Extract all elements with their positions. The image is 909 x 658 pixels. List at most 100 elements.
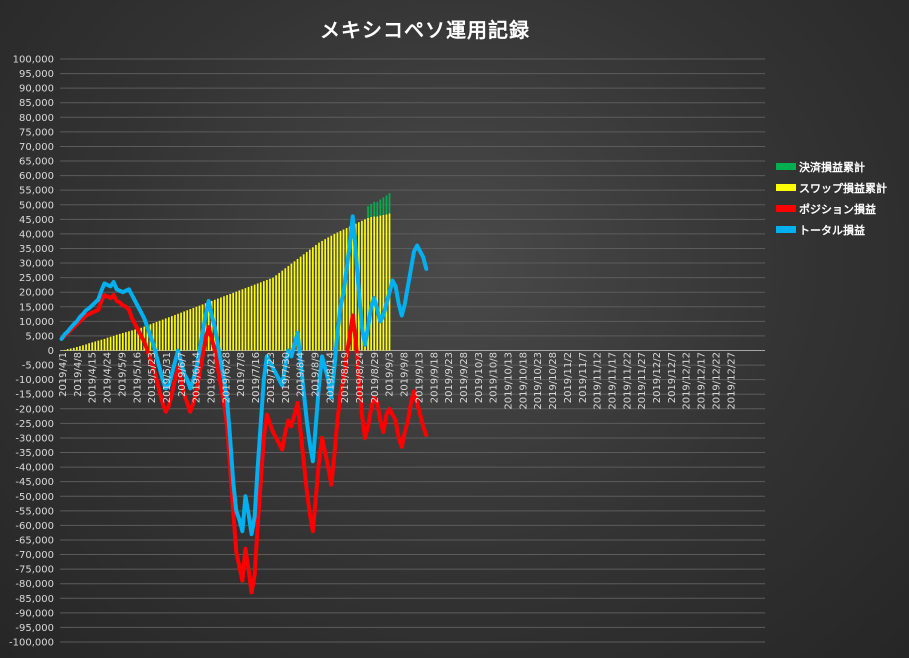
- y-tick-label: -15,000: [15, 390, 54, 401]
- x-tick-label: 2019/8/4: [296, 352, 307, 397]
- swap-bar: [333, 233, 336, 351]
- swap-bar: [312, 247, 314, 351]
- y-tick-label: 85,000: [19, 98, 54, 109]
- x-tick-label: 2019/5/23: [147, 352, 158, 403]
- swap-bar: [382, 214, 385, 351]
- y-tick-label: -65,000: [15, 535, 54, 546]
- y-tick-label: 0: [48, 346, 54, 357]
- swap-bar: [183, 311, 185, 351]
- swap-bar: [174, 314, 176, 351]
- swap-bar: [351, 225, 354, 351]
- swap-bar: [152, 323, 155, 351]
- y-tick-label: 70,000: [19, 142, 54, 153]
- legend-label: 決済損益累計: [799, 160, 865, 174]
- x-tick-label: 2019/9/3: [385, 352, 396, 397]
- swap-bar: [275, 275, 277, 351]
- x-tick-label: 2019/12/27: [726, 352, 737, 410]
- y-tick-label: -5,000: [22, 361, 54, 372]
- x-tick-label: 2019/10/13: [504, 352, 515, 410]
- legend-swatch-red: [776, 205, 796, 212]
- swap-bar: [167, 317, 170, 351]
- x-tick-label: 2019/5/31: [162, 352, 173, 403]
- swap-bar: [296, 258, 299, 351]
- x-tick-label: 2019/7/16: [251, 352, 262, 403]
- swap-bar: [315, 244, 317, 351]
- y-tick-label: -60,000: [15, 521, 54, 532]
- swap-bar: [354, 223, 357, 351]
- x-tick-label: 2019/5/16: [132, 352, 143, 403]
- swap-bar: [88, 343, 90, 351]
- swap-bar: [97, 340, 100, 351]
- x-tick-label: 2019/9/13: [414, 352, 425, 403]
- y-tick-label: -70,000: [15, 550, 54, 561]
- x-tick-label: 2019/6/21: [207, 352, 218, 403]
- swap-bar: [189, 309, 192, 351]
- swap-bar: [66, 349, 69, 351]
- swap-bar: [379, 215, 382, 351]
- y-tick-label: 5,000: [25, 331, 54, 342]
- swap-bar: [226, 295, 228, 351]
- y-tick-label: -80,000: [15, 579, 54, 590]
- swap-bar: [370, 216, 372, 351]
- swap-bar: [155, 321, 158, 351]
- swap-bar: [161, 319, 164, 351]
- swap-bar: [321, 240, 323, 351]
- swap-bar: [376, 216, 379, 351]
- swap-bar: [128, 331, 130, 351]
- y-tick-label: 55,000: [19, 186, 54, 197]
- swap-bar: [115, 334, 118, 351]
- swap-bar: [308, 249, 311, 351]
- x-tick-label: 2019/10/8: [489, 352, 500, 403]
- swap-bar: [250, 285, 253, 351]
- swap-bar: [318, 242, 320, 351]
- swap-bar: [186, 310, 189, 351]
- x-tick-label: 2019/8/24: [355, 352, 366, 403]
- x-tick-label: 2019/9/8: [400, 352, 411, 397]
- legend-label: スワップ損益累計: [799, 181, 887, 195]
- y-tick-label: 90,000: [19, 84, 54, 95]
- x-tick-label: 2019/4/24: [103, 352, 114, 403]
- swap-bar: [146, 325, 149, 351]
- x-tick-label: 2019/6/28: [221, 352, 232, 403]
- swap-bar: [290, 263, 293, 351]
- position-pnl-line: [59, 293, 429, 595]
- swap-bar: [345, 228, 348, 351]
- swap-bar: [244, 288, 247, 351]
- swap-bar: [69, 348, 72, 351]
- swap-bar: [388, 213, 391, 351]
- y-tick-label: 10,000: [19, 317, 54, 328]
- x-tick-label: 2019/11/27: [637, 352, 648, 410]
- swap-bar: [198, 305, 201, 351]
- legend-swatch-yellow: [776, 184, 796, 191]
- swap-bar: [85, 344, 87, 351]
- swap-bar: [134, 329, 136, 351]
- x-tick-label: 2019/11/12: [593, 352, 604, 410]
- swap-bar: [293, 261, 296, 351]
- swap-bar: [327, 237, 330, 351]
- swap-bar: [278, 272, 281, 351]
- y-tick-label: -10,000: [15, 375, 54, 386]
- swap-bar: [266, 279, 268, 351]
- swap-bar: [336, 232, 339, 351]
- swap-bar: [287, 265, 290, 351]
- x-tick-label: 2019/12/22: [711, 352, 722, 410]
- swap-bar: [180, 312, 182, 351]
- swap-bar: [256, 283, 259, 351]
- swap-bar: [210, 300, 213, 351]
- x-tick-label: 2019/6/14: [192, 352, 203, 403]
- legend-swatch-blue: [776, 226, 796, 233]
- y-tick-label: -25,000: [15, 419, 54, 430]
- x-tick-label: 2019/10/3: [474, 352, 485, 403]
- y-tick-label: 35,000: [19, 244, 54, 255]
- settled-bar: [373, 201, 376, 217]
- swap-bar: [158, 320, 161, 351]
- swap-bar: [281, 270, 284, 351]
- legend-swatch-green: [776, 163, 796, 170]
- x-tick-label: 2019/4/8: [73, 352, 84, 397]
- swap-bar: [330, 235, 333, 351]
- settled-bar: [388, 193, 391, 214]
- x-tick-label: 2019/11/22: [622, 352, 633, 410]
- x-tick-label: 2019/9/23: [444, 352, 455, 403]
- swap-bar: [302, 254, 305, 351]
